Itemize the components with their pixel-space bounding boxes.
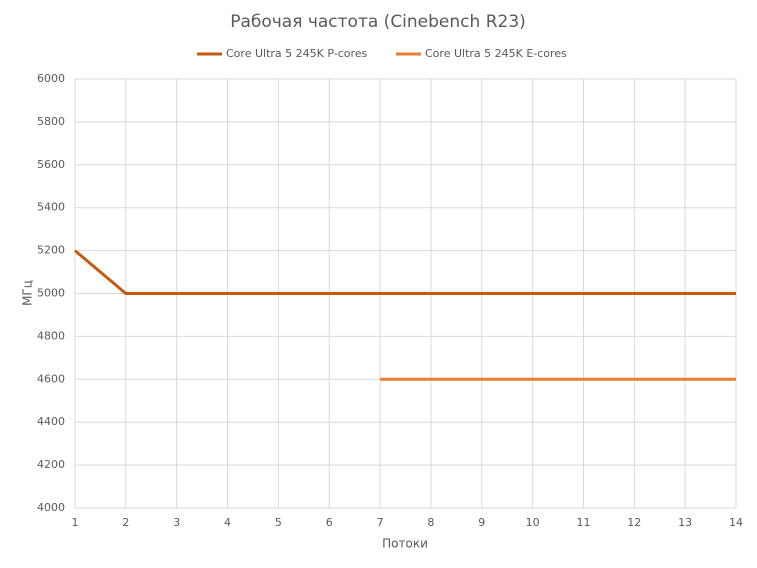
x-tick-label: 4 — [224, 516, 231, 529]
x-tick-label: 13 — [678, 516, 692, 529]
x-tick-label: 11 — [576, 516, 590, 529]
y-tick-label: 6000 — [37, 72, 65, 85]
x-tick-label: 5 — [275, 516, 282, 529]
y-axis-title: МГц — [21, 280, 35, 306]
x-tick-label: 7 — [377, 516, 384, 529]
y-tick-label: 4000 — [37, 501, 65, 514]
x-tick-label: 1 — [72, 516, 79, 529]
legend-label: Core Ultra 5 245K E-cores — [425, 47, 567, 60]
x-tick-label: 8 — [427, 516, 434, 529]
x-tick-label: 3 — [173, 516, 180, 529]
x-tick-label: 6 — [326, 516, 333, 529]
x-tick-label: 10 — [526, 516, 540, 529]
legend-label: Core Ultra 5 245K P-cores — [226, 47, 368, 60]
x-tick-label: 2 — [122, 516, 129, 529]
x-tick-label: 9 — [478, 516, 485, 529]
series-line — [74, 249, 736, 295]
y-tick-label: 5800 — [37, 115, 65, 128]
y-tick-label: 5600 — [37, 158, 65, 171]
y-tick-label: 5000 — [37, 287, 65, 300]
chart-title: Рабочая частота (Cinebench R23) — [230, 12, 526, 32]
y-tick-label: 4800 — [37, 329, 65, 342]
x-axis-title: Потоки — [382, 537, 428, 551]
y-tick-label: 5200 — [37, 244, 65, 257]
x-tick-label: 14 — [729, 516, 743, 529]
y-tick-label: 4400 — [37, 415, 65, 428]
y-tick-label: 4600 — [37, 372, 65, 385]
y-tick-label: 4200 — [37, 458, 65, 471]
y-tick-label: 5400 — [37, 201, 65, 214]
x-tick-label: 12 — [627, 516, 641, 529]
